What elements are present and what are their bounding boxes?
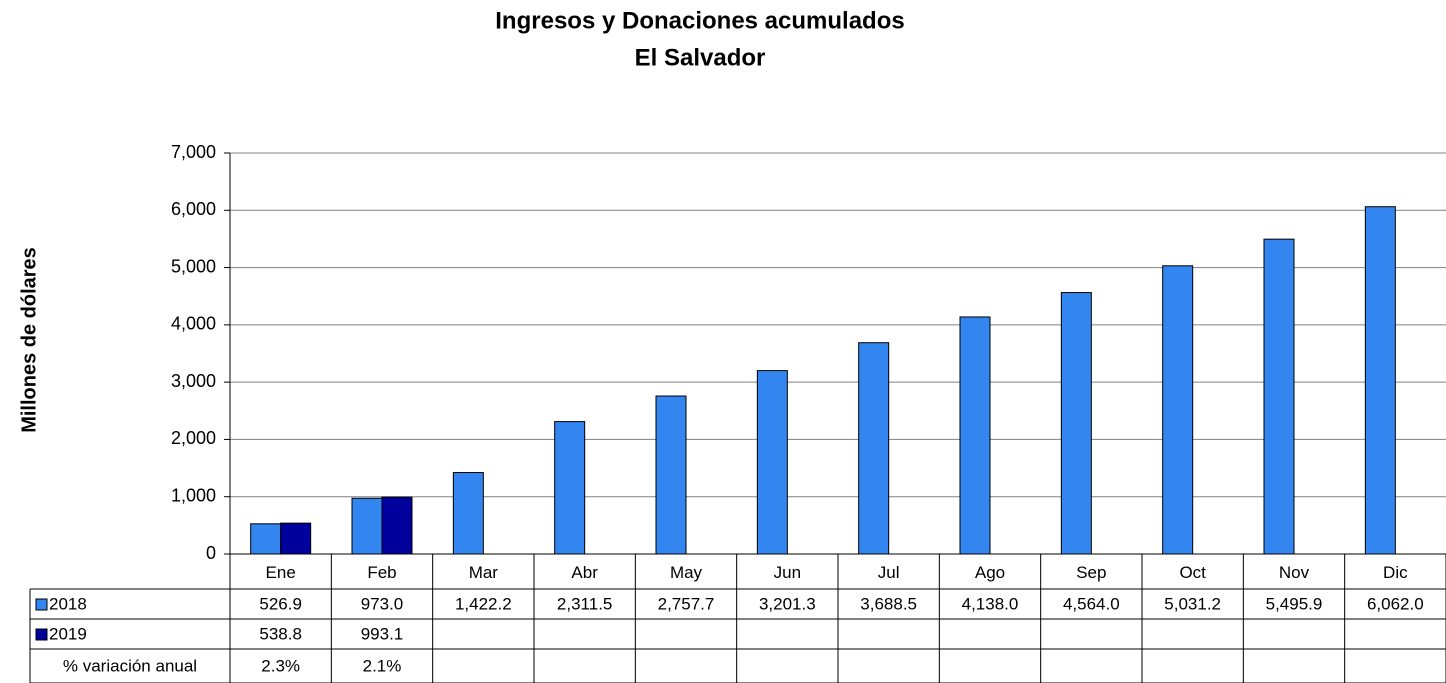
x-tick-label: May (670, 563, 703, 582)
bar (1060, 292, 1092, 555)
bar (959, 316, 991, 555)
x-tick-label: Nov (1279, 563, 1310, 582)
table-value: 6,062.0 (1367, 594, 1424, 613)
y-tick-label: 0 (206, 543, 216, 563)
table-value: 3,688.5 (860, 594, 917, 613)
table-value: 538.8 (259, 624, 302, 643)
x-tick-label: Oct (1179, 563, 1206, 582)
chart-title: Ingresos y Donaciones acumulados (495, 7, 904, 34)
table-value: 2,311.5 (557, 594, 612, 613)
bar (250, 523, 282, 555)
x-tick-label: Ago (975, 563, 1005, 582)
bar (351, 497, 383, 555)
x-tick-label: Sep (1076, 563, 1106, 582)
table-value: 993.1 (361, 624, 404, 643)
y-tick-label: 5,000 (171, 256, 216, 276)
y-tick-label: 7,000 (171, 142, 216, 162)
table-value: 2.1% (363, 656, 402, 675)
table-value: 4,138.0 (962, 594, 1019, 613)
x-tick-label: Ene (266, 563, 296, 582)
x-tick-label: Jul (878, 563, 900, 582)
table-value: 526.9 (259, 594, 302, 613)
x-tick-label: Jun (774, 563, 801, 582)
y-tick-label: 4,000 (171, 314, 216, 334)
bar (280, 522, 312, 555)
table-value: 1,422.2 (455, 594, 512, 613)
bar (1162, 265, 1194, 555)
y-axis-label: Millones de dólares (18, 247, 40, 433)
table-value: 5,495.9 (1266, 594, 1323, 613)
legend-marker (35, 628, 48, 641)
y-tick-label: 1,000 (171, 485, 216, 505)
table-value: 2.3% (261, 656, 300, 675)
x-tick-label: Abr (571, 563, 598, 582)
row-label: % variación anual (63, 656, 197, 675)
y-tick-label: 6,000 (171, 199, 216, 219)
x-tick-label: Feb (367, 563, 396, 582)
bar (554, 421, 586, 555)
table-value: 4,564.0 (1063, 594, 1120, 613)
y-tick-label: 3,000 (171, 371, 216, 391)
table-value: 5,031.2 (1164, 594, 1221, 613)
bar (756, 370, 788, 555)
bar (381, 496, 413, 555)
legend-label: 2019 (49, 624, 87, 643)
table-value: 3,201.3 (759, 594, 816, 613)
legend-label: 2018 (49, 594, 87, 613)
bar (655, 395, 687, 555)
chart-subtitle: El Salvador (635, 44, 766, 71)
bar (1364, 206, 1396, 555)
legend-marker (35, 598, 48, 611)
bar (452, 472, 484, 555)
bar (858, 342, 890, 555)
table-value: 973.0 (361, 594, 404, 613)
x-tick-label: Dic (1383, 563, 1408, 582)
table-value: 2,757.7 (658, 594, 715, 613)
y-tick-label: 2,000 (171, 428, 216, 448)
bar (1263, 238, 1295, 555)
x-tick-label: Mar (469, 563, 499, 582)
